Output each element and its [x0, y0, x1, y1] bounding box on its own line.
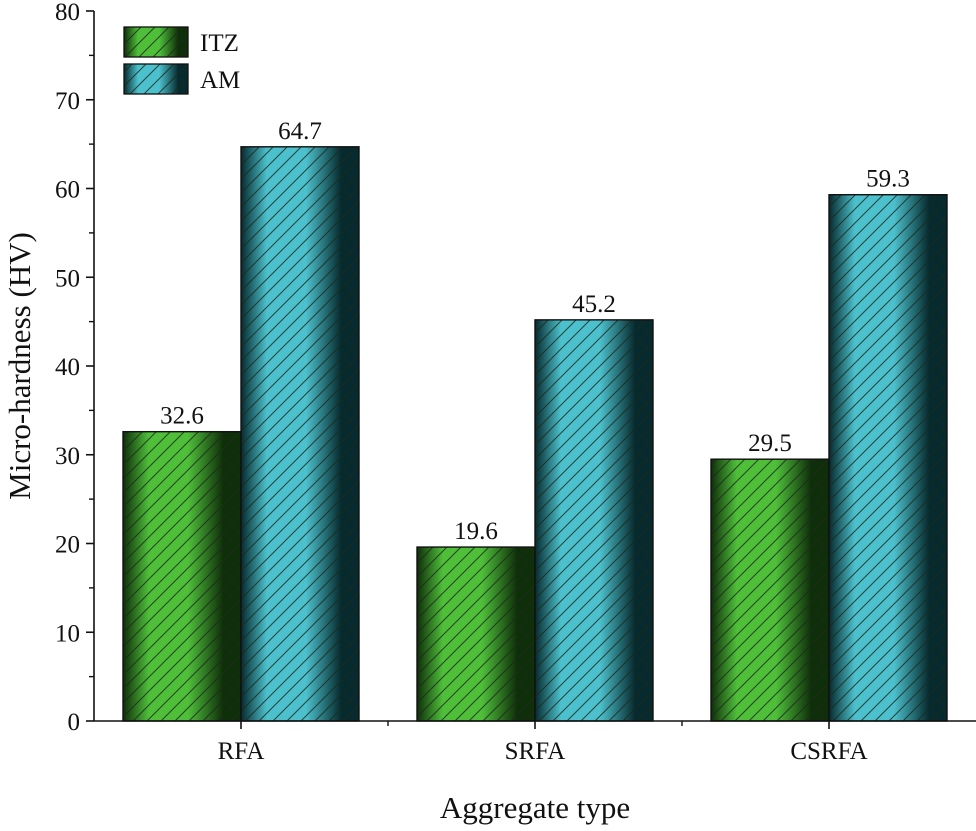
bars-layer	[122, 146, 948, 722]
y-tick-label: 60	[55, 177, 80, 204]
legend-label: ITZ	[200, 30, 239, 57]
y-tick-label: 40	[55, 354, 80, 381]
y-tick-label: 0	[68, 709, 81, 736]
x-tick-label: RFA	[218, 738, 265, 765]
data-label: 32.6	[160, 403, 204, 430]
legend: ITZ AM	[123, 26, 240, 95]
data-label: 59.3	[866, 166, 910, 193]
bar-hatch	[535, 319, 653, 721]
bar-am-rfa	[240, 146, 360, 722]
x-tick-label: CSRFA	[790, 738, 867, 765]
data-label: 29.5	[748, 430, 792, 457]
legend-item-am: AM	[123, 63, 240, 95]
data-label: 19.6	[454, 518, 498, 545]
legend-swatch-hatch	[124, 64, 188, 94]
y-tick-label: 10	[55, 620, 80, 647]
y-axis-title: Micro-hardness (HV)	[2, 232, 37, 500]
legend-item-itz: ITZ	[123, 26, 239, 58]
bar-hatch	[711, 459, 829, 721]
bar-hatch	[417, 547, 535, 721]
labels-layer: 32.6 64.7 RFA 19.6 45.2 SRFA 29.5 59.3 CSRFA 0 10 2…	[55, 0, 910, 765]
y-tick-label: 20	[55, 532, 80, 559]
bar-itz-srfa	[416, 546, 536, 722]
bar-am-srfa	[534, 319, 654, 722]
y-tick-label: 30	[55, 443, 80, 470]
y-tick-label: 50	[55, 265, 80, 292]
legend-swatch-outline	[123, 63, 189, 95]
legend-label: AM	[200, 67, 240, 94]
bar-hatch	[829, 194, 947, 721]
bar-itz-rfa	[122, 430, 242, 722]
y-tick-label: 80	[55, 0, 80, 26]
bar-hatch	[123, 431, 241, 721]
legend-swatch-outline	[123, 26, 189, 58]
data-label: 64.7	[278, 118, 322, 145]
bar-am-csrfa	[828, 194, 948, 722]
data-label: 45.2	[572, 291, 616, 318]
legend-swatch-hatch	[124, 27, 188, 57]
x-tick-label: SRFA	[505, 738, 566, 765]
x-axis-title: Aggregate type	[440, 790, 630, 825]
bar-hatch	[241, 146, 359, 722]
axes-layer	[86, 10, 976, 729]
bar-itz-csrfa	[710, 458, 830, 722]
y-tick-label: 70	[55, 88, 80, 115]
